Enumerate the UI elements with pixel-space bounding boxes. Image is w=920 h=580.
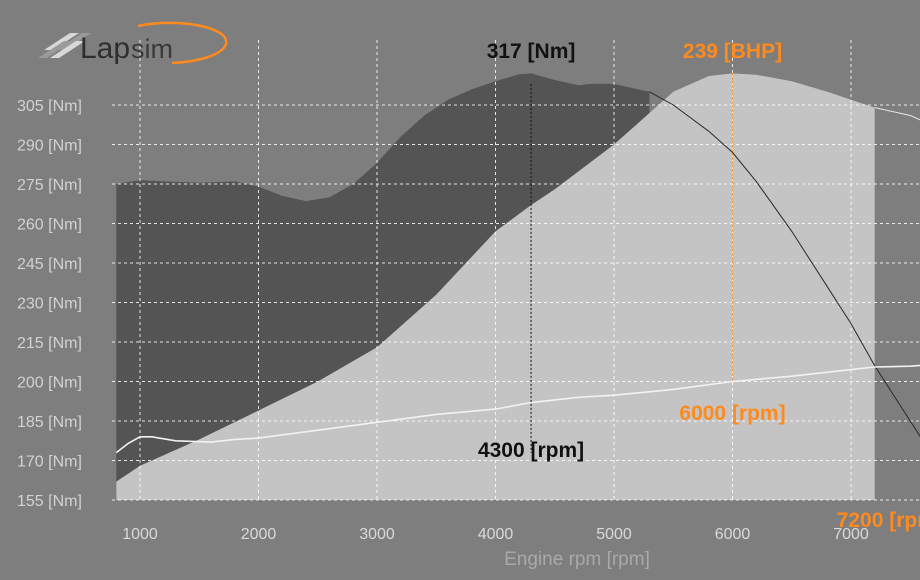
logo-text-tail: sim [131,34,173,64]
x-tick-label: 6000 [715,526,751,543]
logo-text-main: Lap [80,32,130,65]
annotation-label: 6000 [rpm] [679,402,785,425]
secondary-line [115,364,920,454]
x-tick-label: 2000 [241,526,277,543]
annotation-label: 317 [Nm] [487,40,576,63]
y-tick-label: 290 [Nm] [17,138,82,155]
checkered-flag-icon [38,33,91,58]
x-tick-label: 1000 [122,526,158,543]
y-tick-label: 260 [Nm] [17,217,82,234]
x-tick-label: 5000 [596,526,632,543]
x-tick-label: 4000 [478,526,514,543]
torque-tail-line [649,91,920,438]
lapsim-logo: Lap sim [38,21,228,65]
y-tick-label: 185 [Nm] [17,414,82,431]
y-tick-label: 275 [Nm] [17,177,82,194]
logo-swoosh [137,21,228,65]
x-tick-label: 3000 [359,526,395,543]
x-tick-label: 7000 [833,526,869,543]
power-tail-line [874,107,920,121]
y-tick-label: 305 [Nm] [17,98,82,115]
annotation-label: 239 [BHP] [683,40,782,63]
y-tick-label: 245 [Nm] [17,256,82,273]
y-tick-label: 155 [Nm] [17,493,82,510]
line-layer [115,91,920,454]
y-tick-label: 215 [Nm] [17,335,82,352]
y-tick-label: 200 [Nm] [17,375,82,392]
annotation-label: 7200 [rpm] [837,509,920,532]
grid-layer [112,40,920,501]
y-tick-label: 170 [Nm] [17,454,82,471]
annotation-layer: 317 [Nm] 4300 [rpm] 239 [BHP] 6000 [rpm] 720… [478,40,920,532]
y-tick-label: 230 [Nm] [17,296,82,313]
x-axis-label: Engine rpm [rpm] [504,549,650,570]
x-axis-ticks: 1000 2000 3000 4000 5000 6000 7000 [122,526,869,543]
y-axis-ticks: 155 [Nm] 170 [Nm] 185 [Nm] 200 [Nm] 215 [Nm]… [17,98,82,510]
annotation-label: 4300 [rpm] [478,439,584,462]
